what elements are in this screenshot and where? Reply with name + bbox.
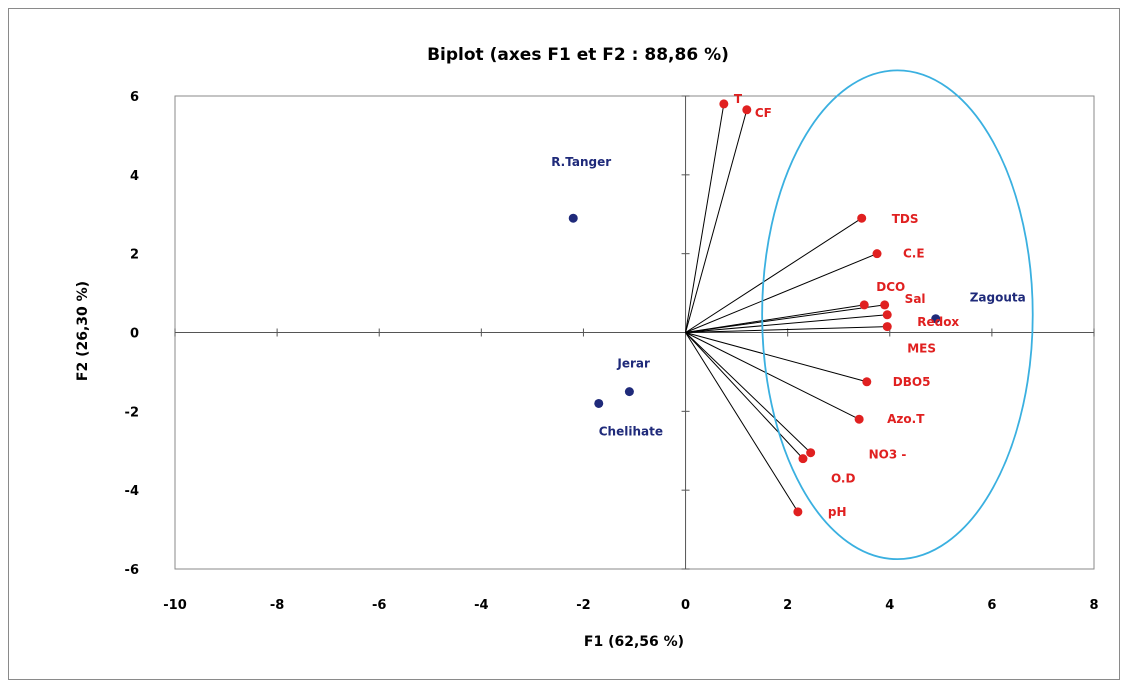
label-c-e: C.E	[903, 247, 925, 261]
vector-t	[685, 103, 725, 333]
point-azo-t	[854, 414, 864, 424]
point-cf	[742, 105, 752, 115]
x-tick-label: -6	[372, 598, 386, 613]
y-tick-label: 2	[130, 248, 139, 263]
x-tick-label: 4	[885, 598, 894, 613]
point-zagouta	[931, 314, 941, 324]
x-tick-label: -8	[270, 598, 284, 613]
chart-title: Biplot (axes F1 et F2 : 88,86 %)	[427, 45, 729, 65]
label-tds: TDS	[892, 212, 919, 226]
x-tick-label: 0	[681, 598, 690, 613]
y-tick-labels: 6 4 2 0 -2 -4 -6	[125, 90, 139, 578]
point-redox	[882, 310, 892, 320]
y-tick-label: -2	[125, 405, 139, 420]
label-dbo5: DBO5	[893, 375, 931, 389]
point-c-e	[872, 249, 882, 259]
x-tick-label: -4	[474, 598, 488, 613]
point-r-tanger	[568, 213, 578, 223]
label-dco: DCO	[876, 280, 905, 294]
label-zagouta: Zagouta	[970, 291, 1026, 305]
label-t: T	[734, 92, 743, 106]
x-axis-title: F1 (62,56 %)	[584, 634, 684, 650]
x-tick-label: 6	[987, 598, 996, 613]
point-no3	[806, 448, 816, 458]
point-chelihate	[594, 398, 604, 408]
x-tick-label: -10	[163, 598, 187, 613]
label-ph: pH	[828, 505, 847, 519]
data-points	[568, 99, 941, 517]
y-tick-label: -6	[125, 563, 139, 578]
variable-vectors	[685, 103, 888, 513]
x-tick-label: 8	[1089, 598, 1098, 613]
x-tick-label: -2	[576, 598, 590, 613]
label-redox: Redox	[917, 315, 959, 329]
x-tick-label: 2	[783, 598, 792, 613]
point-dco	[859, 300, 869, 310]
vector-azo-t	[685, 332, 860, 420]
y-tick-label: 6	[130, 90, 139, 105]
point-t	[719, 99, 729, 109]
point-dbo5	[862, 377, 872, 387]
chart-frame: Biplot (axes F1 et F2 : 88,86 %) 6 4 2 0 -2-…	[8, 8, 1120, 680]
label-sal: Sal	[905, 292, 926, 306]
point-jerar	[624, 387, 634, 397]
y-tick-label: 0	[130, 327, 139, 342]
point-tds	[857, 213, 867, 223]
vector-ph	[685, 332, 799, 513]
point-o-d	[798, 454, 808, 464]
vector-cf	[685, 109, 748, 333]
vector-sal	[685, 304, 885, 333]
label-azo-t: Azo.T	[887, 412, 925, 426]
vector-mes	[685, 326, 888, 333]
highlight-ellipse	[761, 69, 1034, 561]
label-no3: NO3 -	[869, 448, 907, 462]
vector-tds	[685, 217, 862, 333]
vector-dbo5	[685, 332, 867, 383]
label-o-d: O.D	[831, 472, 855, 486]
label-jerar: Jerar	[616, 357, 650, 371]
y-tick-label: -4	[125, 484, 139, 499]
point-mes	[882, 322, 892, 332]
vector-no3	[685, 332, 811, 454]
cluster-ellipse	[761, 69, 1034, 561]
label-r-tanger: R.Tanger	[551, 155, 611, 169]
label-chelihate: Chelihate	[599, 424, 663, 438]
x-tick-labels: -10 -8 -6 -4 -2 0 2 4 6 8	[163, 598, 1098, 613]
vector-c-e	[685, 253, 878, 333]
y-tick-label: 4	[130, 169, 139, 184]
label-mes: MES	[907, 342, 936, 356]
point-sal	[880, 300, 890, 310]
vector-redox	[685, 314, 888, 333]
biplot-chart: Biplot (axes F1 et F2 : 88,86 %) 6420-2-…	[75, 45, 1099, 650]
y-axis-title: F2 (26,30 %)	[75, 281, 91, 381]
vector-o-d	[685, 332, 804, 459]
point-ph	[793, 507, 803, 517]
label-cf: CF	[755, 106, 772, 120]
